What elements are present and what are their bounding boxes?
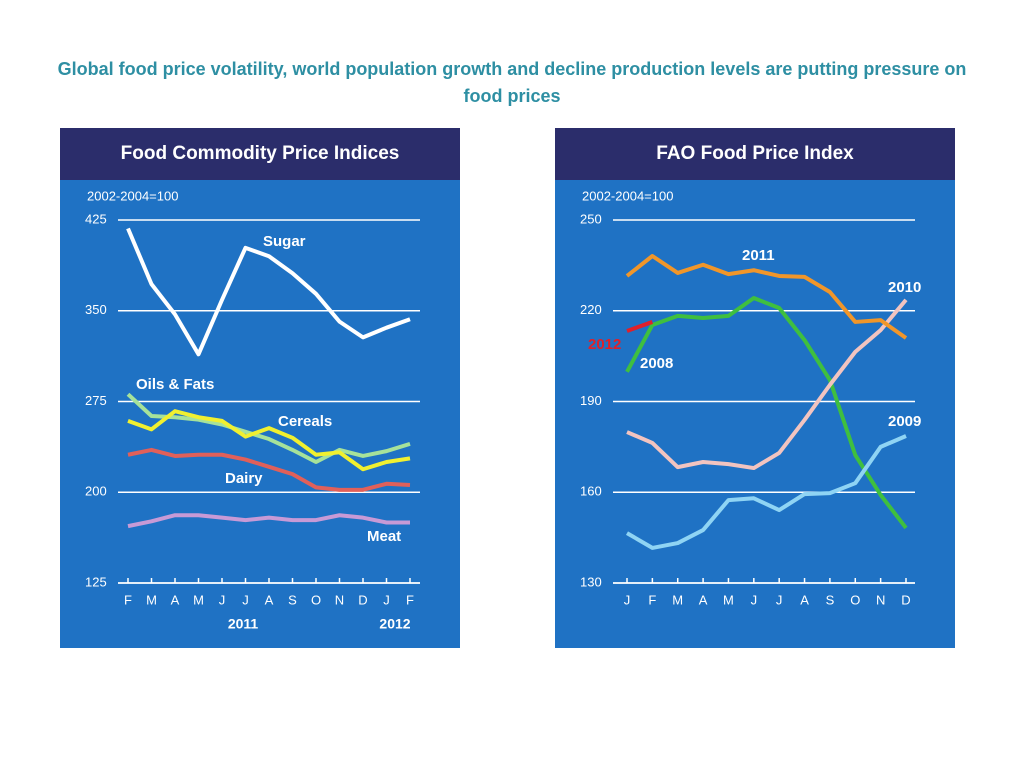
x-tick-label: J	[751, 592, 758, 607]
x-tick-label: N	[335, 592, 344, 607]
panel	[555, 128, 955, 648]
x-tick-label: J	[383, 592, 390, 607]
series-label: 2009	[888, 413, 921, 430]
series-line	[127, 513, 410, 529]
x-tick-label: F	[124, 592, 132, 607]
x-tick-label: F	[648, 592, 656, 607]
x-tick-label: O	[311, 592, 321, 607]
x-tick-label: A	[265, 592, 274, 607]
x-tick-label: A	[171, 592, 180, 607]
x-tick-label: J	[624, 592, 631, 607]
series-label: Meat	[367, 528, 401, 545]
x-tick-label: O	[850, 592, 860, 607]
x-tick-label: M	[193, 592, 204, 607]
x-tick-label: J	[242, 592, 249, 607]
y-tick-label: 190	[580, 393, 602, 408]
x-tick-label: F	[406, 592, 414, 607]
x-tick-label: M	[672, 592, 683, 607]
page-title: Global food price volatility, world popu…	[57, 59, 967, 106]
x-tick-label: S	[826, 592, 835, 607]
y-tick-label: 130	[580, 574, 602, 589]
series-line	[127, 409, 411, 472]
unit-label: 2002-2004=100	[87, 188, 178, 203]
year-label: 2012	[379, 616, 410, 632]
series-label: 2010	[888, 279, 921, 296]
series-line	[126, 392, 411, 464]
x-tick-label: N	[876, 592, 885, 607]
x-tick-label: J	[776, 592, 783, 607]
x-tick-label: A	[699, 592, 708, 607]
series-line	[626, 320, 654, 333]
x-tick-label: D	[358, 592, 367, 607]
series-line	[626, 298, 908, 471]
series-label: Oils & Fats	[136, 376, 214, 393]
chart-title: FAO Food Price Index	[656, 143, 854, 164]
x-tick-label: M	[723, 592, 734, 607]
y-tick-label: 250	[580, 211, 602, 226]
year-label: 2011	[228, 616, 259, 632]
series-label: Cereals	[278, 413, 332, 430]
chart-title: Food Commodity Price Indices	[121, 143, 400, 164]
y-tick-label: 200	[85, 484, 107, 499]
x-tick-label: M	[146, 592, 157, 607]
series-label: 2011	[742, 247, 775, 264]
series-label: Sugar	[263, 233, 306, 250]
x-tick-label: S	[288, 592, 297, 607]
x-tick-label: J	[219, 592, 226, 607]
y-tick-label: 125	[85, 574, 107, 589]
y-tick-label: 220	[580, 302, 602, 317]
panel	[60, 128, 460, 648]
x-tick-label: A	[800, 592, 809, 607]
series-label: 2008	[640, 355, 673, 372]
y-tick-label: 160	[580, 484, 602, 499]
y-tick-label: 275	[85, 393, 107, 408]
x-tick-label: D	[901, 592, 910, 607]
series-label: Dairy	[225, 470, 263, 487]
panel-header	[60, 128, 460, 180]
y-tick-label: 350	[85, 302, 107, 317]
unit-label: 2002-2004=100	[582, 188, 673, 203]
y-tick-label: 425	[85, 211, 107, 226]
series-line	[625, 253, 908, 340]
series-line	[126, 227, 411, 357]
panel-header	[555, 128, 955, 180]
series-line	[625, 296, 908, 530]
series-line	[127, 447, 411, 492]
series-label: 2012	[588, 336, 621, 353]
series-line	[625, 434, 907, 550]
